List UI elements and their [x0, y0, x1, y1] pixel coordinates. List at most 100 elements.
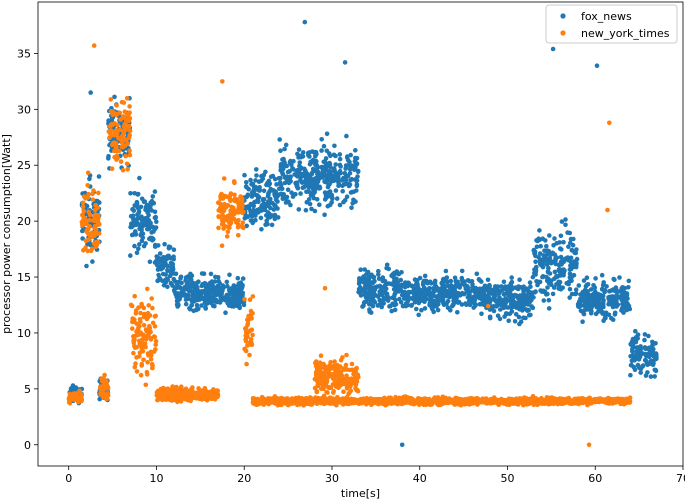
- data-point: [152, 314, 158, 319]
- data-point: [575, 399, 580, 404]
- data-point: [124, 111, 130, 117]
- data-point: [309, 171, 315, 177]
- data-point: [154, 219, 159, 224]
- data-point: [622, 400, 628, 406]
- data-point: [282, 180, 288, 186]
- data-point: [622, 285, 627, 291]
- data-point: [578, 308, 584, 314]
- data-point: [130, 326, 135, 331]
- data-point: [112, 129, 118, 135]
- data-point: [611, 276, 616, 282]
- data-point: [543, 238, 548, 243]
- data-point: [128, 191, 133, 196]
- data-point: [517, 293, 523, 298]
- data-point: [500, 399, 505, 405]
- data-point: [304, 189, 309, 194]
- data-point: [290, 194, 296, 199]
- data-point: [117, 127, 123, 133]
- data-point: [135, 192, 141, 197]
- data-point: [545, 248, 550, 254]
- data-point: [223, 310, 228, 316]
- data-point: [591, 283, 596, 288]
- data-point: [207, 282, 212, 288]
- data-point: [421, 296, 426, 301]
- data-point: [538, 243, 543, 249]
- data-point: [250, 396, 256, 401]
- data-point: [634, 349, 639, 355]
- data-point: [93, 227, 99, 233]
- data-point: [253, 199, 258, 204]
- data-point: [145, 286, 150, 292]
- data-point: [563, 217, 568, 222]
- data-point: [153, 342, 158, 348]
- data-point: [361, 300, 367, 306]
- data-point: [194, 303, 200, 308]
- data-point: [127, 132, 132, 138]
- data-point: [334, 196, 340, 201]
- data-point: [371, 274, 377, 280]
- data-point: [81, 248, 86, 253]
- data-point: [422, 400, 428, 405]
- data-point: [453, 284, 458, 290]
- data-point: [258, 215, 264, 221]
- data-point: [567, 267, 573, 272]
- data-point: [567, 286, 573, 292]
- data-point: [141, 357, 146, 363]
- data-point: [290, 166, 295, 171]
- data-point: [613, 285, 619, 290]
- data-point: [606, 296, 611, 302]
- data-point: [240, 276, 246, 281]
- data-point: [510, 295, 515, 301]
- data-point: [416, 295, 422, 301]
- data-point: [91, 188, 96, 193]
- data-point: [434, 397, 439, 403]
- data-point: [242, 172, 247, 178]
- data-point: [454, 292, 460, 298]
- data-point: [561, 239, 566, 245]
- data-point: [354, 188, 359, 193]
- data-point: [337, 156, 343, 162]
- data-point: [489, 289, 494, 295]
- data-point: [113, 146, 119, 151]
- data-point: [216, 225, 221, 231]
- data-point: [253, 167, 259, 172]
- data-point: [593, 276, 598, 281]
- data-point: [619, 305, 625, 311]
- data-point: [152, 334, 158, 340]
- data-point: [353, 148, 358, 153]
- data-point: [503, 311, 509, 316]
- data-point: [568, 240, 573, 246]
- data-point: [386, 266, 392, 272]
- data-point: [271, 207, 277, 212]
- data-point: [92, 207, 98, 213]
- data-point: [635, 336, 640, 341]
- data-point: [138, 372, 144, 378]
- data-point: [240, 292, 245, 298]
- data-point: [597, 398, 602, 403]
- data-point: [254, 173, 259, 178]
- data-point: [128, 302, 134, 308]
- data-point: [204, 391, 210, 397]
- data-point: [540, 274, 545, 280]
- data-point: [225, 229, 231, 234]
- data-point: [202, 280, 208, 286]
- data-point: [448, 308, 453, 313]
- data-point: [358, 267, 364, 273]
- data-point: [325, 190, 331, 195]
- data-point: [381, 301, 387, 306]
- data-point: [356, 286, 362, 292]
- data-point: [235, 275, 241, 281]
- data-point: [160, 271, 166, 277]
- data-point: [635, 353, 640, 359]
- data-point: [259, 227, 264, 232]
- data-point: [313, 158, 319, 164]
- data-point: [140, 235, 146, 241]
- data-point: [397, 296, 402, 302]
- data-point: [321, 143, 327, 149]
- data-point: [133, 361, 138, 366]
- data-point: [425, 280, 430, 286]
- data-point: [517, 396, 523, 402]
- data-point: [511, 300, 516, 306]
- data-point: [196, 386, 201, 391]
